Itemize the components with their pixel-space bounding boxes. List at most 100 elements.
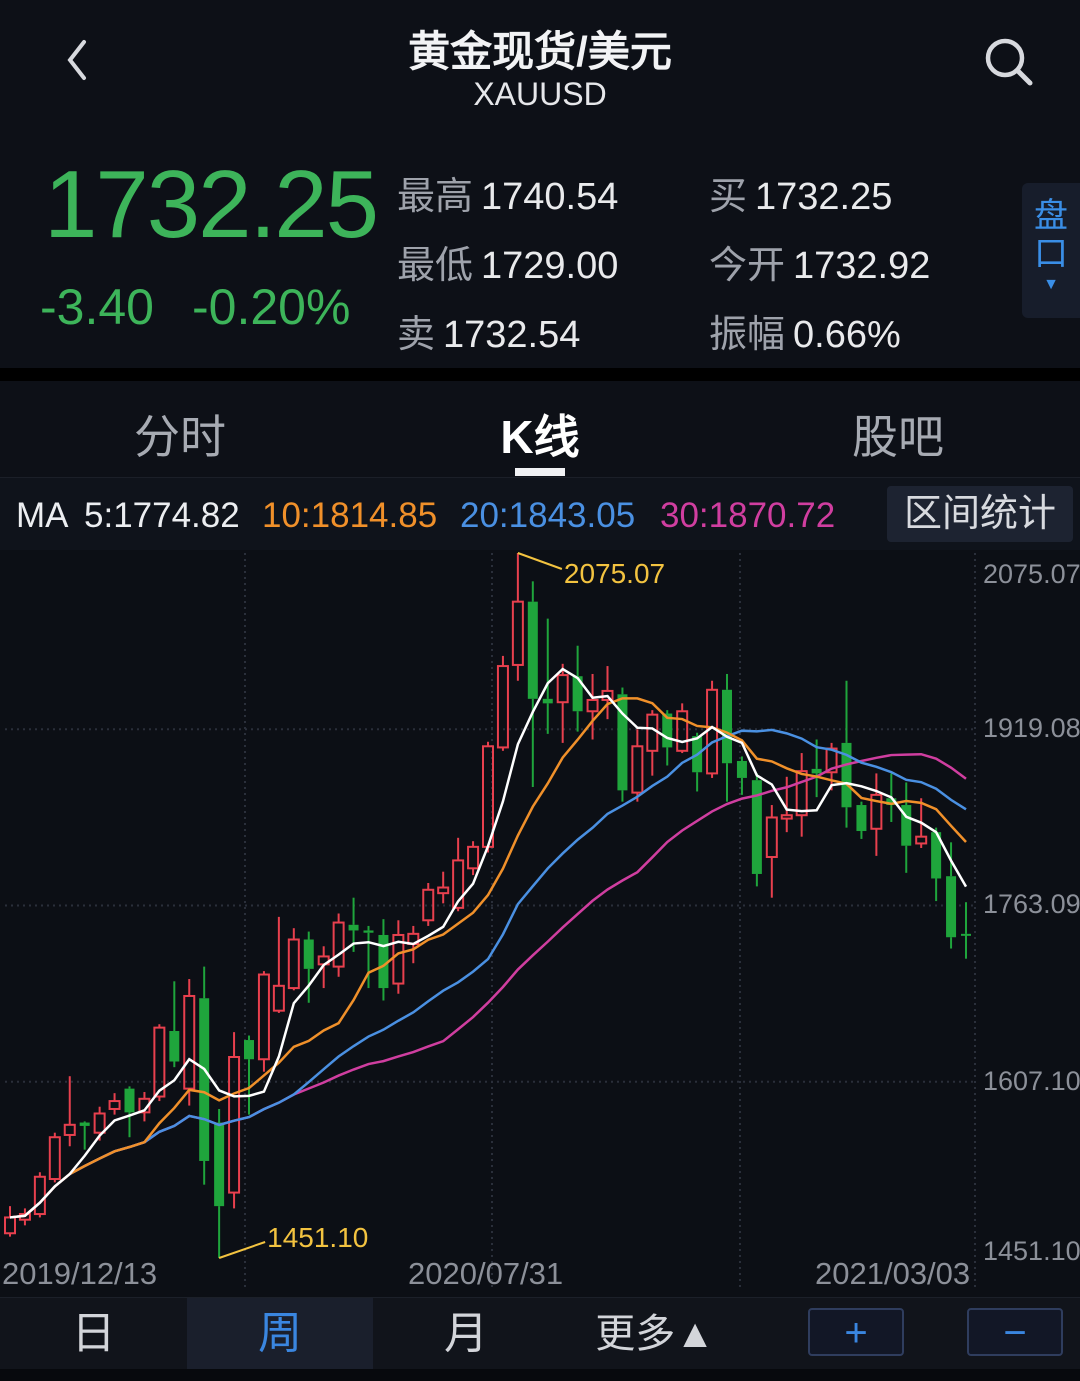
kline-chart-canvas — [4, 552, 976, 1290]
stat-low: 最低 1729.00 — [397, 234, 618, 289]
ma5-line — [9, 667, 968, 1219]
chart-tabs: 分时 K线 股吧 — [0, 381, 1080, 478]
candle-up — [228, 1032, 241, 1209]
candle-body — [751, 780, 762, 874]
divider — [0, 368, 1080, 381]
candle-down — [199, 966, 210, 1185]
candle-body — [257, 973, 270, 1061]
page-title: 黄金现货/美元 — [408, 28, 672, 75]
candle-down — [751, 773, 762, 887]
stat-open: 今开 1732.92 — [709, 234, 930, 289]
candle-body — [961, 933, 971, 936]
candle-up — [586, 673, 599, 740]
candle-down — [662, 710, 673, 766]
candle-body — [496, 665, 509, 749]
candle-body — [332, 921, 345, 968]
active-tab-indicator — [515, 468, 565, 476]
min-price-label: 1451.10 — [267, 1222, 369, 1253]
ma-legend: MA 5:1774.82 10:1814.85 20:1843.05 30:18… — [0, 478, 1080, 550]
ma20-value: 20:1843.05 — [460, 496, 636, 535]
candle-body — [108, 1100, 121, 1110]
max-price-label: 2075.07 — [563, 558, 666, 589]
tab-kline[interactable]: K线 — [500, 411, 580, 463]
x-tick-label: 2019/12/13 — [2, 1256, 158, 1291]
candle-body — [931, 832, 942, 879]
candle-up — [63, 1076, 76, 1147]
candle-down — [542, 618, 553, 734]
stat-value: 1732.54 — [443, 314, 581, 356]
candle-body — [527, 601, 538, 699]
candle-body — [662, 713, 673, 748]
candle-body — [214, 1122, 225, 1207]
order-book-toggle[interactable]: 盘口 ▼ — [1022, 183, 1080, 318]
candle-up — [108, 1093, 121, 1115]
candle-up — [332, 913, 345, 977]
bottom-strip — [0, 1369, 1080, 1381]
kline-chart[interactable]: 2075.07 1919.08 1763.09 1607.10 1451.10 … — [0, 550, 1080, 1295]
y-tick-label: 1763.09 — [983, 889, 1080, 920]
candle-body — [183, 994, 196, 1090]
period-week[interactable]: 周 — [187, 1298, 373, 1370]
candle-up — [452, 837, 465, 912]
x-tick-label: 2020/07/31 — [408, 1256, 564, 1291]
candle-up — [437, 871, 450, 904]
candle-body — [856, 805, 867, 832]
candle-up — [631, 729, 644, 802]
candle-body — [901, 805, 912, 846]
period-day[interactable]: 日 — [71, 1309, 116, 1358]
max-price-pointer — [517, 552, 563, 570]
tab-intraday[interactable]: 分时 — [134, 411, 226, 463]
candle-body — [586, 698, 599, 713]
period-month[interactable]: 月 — [444, 1309, 488, 1358]
range-stats-button[interactable]: 区间统计 — [887, 486, 1073, 542]
candle-up — [392, 920, 405, 994]
stat-value: 1740.54 — [481, 176, 619, 218]
candle-up — [4, 1206, 16, 1237]
candle-body — [93, 1112, 106, 1134]
stat-ask: 卖 1732.54 — [397, 303, 580, 358]
candle-body — [392, 933, 405, 985]
y-tick-label: 1919.08 — [983, 713, 1080, 744]
candle-body — [946, 876, 957, 938]
candle-body — [706, 688, 719, 775]
candle-up — [795, 753, 808, 837]
candle-body — [437, 886, 450, 895]
stat-label: 最低 — [397, 245, 474, 287]
candle-body — [811, 768, 822, 774]
price-change-percent: -0.20% — [192, 279, 351, 335]
candle-body — [870, 793, 883, 830]
candle-body — [780, 814, 793, 820]
candle-body — [79, 1122, 90, 1126]
ma10-value: 10:1814.85 — [262, 496, 438, 535]
candle-up — [646, 710, 659, 776]
candle-down — [79, 1121, 90, 1150]
candle-body — [244, 1040, 254, 1060]
zoom-in-button[interactable]: + — [808, 1308, 904, 1356]
candle-up — [765, 805, 778, 898]
candle-down — [736, 756, 747, 795]
last-price: 1732.25 — [44, 151, 379, 258]
candle-body — [631, 745, 644, 794]
candle-body — [722, 689, 732, 764]
x-tick-label: 2021/03/03 — [815, 1256, 971, 1291]
order-book-label: 盘口 — [1034, 197, 1068, 273]
zoom-out-button[interactable]: − — [967, 1308, 1063, 1356]
ma30-line — [9, 752, 967, 1219]
tab-forum[interactable]: 股吧 — [852, 411, 944, 463]
candle-up — [556, 663, 569, 743]
candle-up — [48, 1132, 61, 1183]
search-icon[interactable] — [982, 35, 1036, 89]
candle-down — [378, 919, 389, 1001]
candle-body — [646, 713, 659, 752]
period-more[interactable]: 更多▲ — [595, 1312, 715, 1356]
candle-up — [272, 916, 285, 1013]
chevron-left-icon[interactable] — [58, 38, 98, 82]
stat-bid: 买 1732.25 — [709, 165, 892, 220]
candle-body — [228, 1055, 241, 1194]
candle-down — [572, 645, 583, 732]
candle-up — [422, 882, 435, 926]
candle-body — [542, 698, 553, 704]
min-price-pointer — [218, 1241, 266, 1259]
stat-label: 最高 — [397, 176, 474, 218]
candle-down — [841, 680, 852, 828]
